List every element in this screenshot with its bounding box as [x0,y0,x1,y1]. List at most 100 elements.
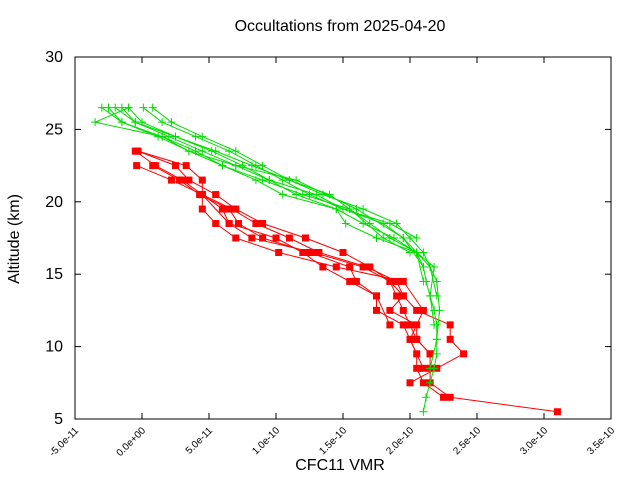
data-point [164,132,173,141]
data-point [97,103,106,112]
data-point [446,393,454,401]
data-point [426,364,435,373]
data-point [435,306,444,315]
y-tick-label: 25 [45,121,63,138]
x-tick-label: 5.0e-11 [184,425,216,457]
data-point [406,335,414,343]
data-point [440,393,447,401]
data-point [379,234,388,242]
y-tick-label: 15 [45,266,63,283]
data-point [413,306,421,314]
data-point [285,176,294,185]
data-point [131,118,140,127]
data-point [346,277,354,285]
data-point [426,262,435,271]
data-point [406,234,414,242]
data-point [413,364,421,372]
data-point [259,220,267,228]
data-point [275,248,283,256]
green-series-8 [117,103,439,329]
data-point [158,118,167,127]
data-point [413,335,421,343]
data-point [310,248,318,256]
series-line [108,107,424,282]
data-point [359,205,368,214]
data-point [446,321,454,329]
data-point [399,234,408,242]
data-point [225,220,233,228]
data-point [198,191,206,199]
data-point [285,234,293,242]
data-point [419,364,427,372]
data-point [234,220,242,228]
data-point [553,408,561,416]
data-point [392,219,401,228]
data-point [259,234,267,242]
data-point [133,162,141,170]
data-point [184,147,193,156]
chart-title: Occultations from 2025-04-20 [235,18,446,35]
data-point [232,234,240,242]
green-series-13 [91,103,428,271]
data-point [225,205,233,213]
series-line [142,107,438,412]
y-tick-label: 5 [54,411,63,428]
data-point [278,190,287,199]
data-point [386,321,394,329]
data-point [218,205,226,213]
data-point [363,263,371,271]
data-point [339,248,347,256]
data-point [406,248,414,257]
data-point [301,234,309,242]
data-point [406,379,414,387]
y-tick-label: 20 [45,194,63,211]
data-point [373,306,380,314]
data-point [432,291,441,300]
data-point [167,176,175,184]
x-tick-label: 1.0e-10 [250,425,282,457]
data-point [352,277,360,285]
data-point [158,132,167,141]
data-point [212,220,220,228]
data-point [299,248,307,256]
data-point [432,335,441,344]
series-line [201,194,391,326]
data-point [182,162,190,170]
data-point [258,161,267,170]
data-point [252,220,260,228]
data-point [198,205,206,213]
plot-frame [74,56,612,420]
data-point [117,118,126,127]
data-point [176,176,184,184]
y-tick-label: 10 [45,339,63,356]
data-point [372,234,381,242]
data-point [426,378,435,387]
data-point [292,176,301,185]
data-point [426,291,435,300]
data-point [430,320,439,329]
data-point [231,161,240,170]
series-line [101,107,411,253]
data-point [248,234,256,242]
data-point [319,263,327,271]
data-point [305,190,314,199]
data-point [332,205,341,214]
data-point [399,292,407,300]
data-point [359,263,367,271]
data-point [212,191,220,199]
data-point [412,234,421,242]
green-series-10 [124,103,441,300]
data-point [185,176,193,184]
data-point [298,190,307,199]
data-point [134,147,142,155]
data-point [139,103,148,112]
green-series-9 [104,103,428,286]
data-point [426,350,434,358]
data-point [346,263,354,271]
data-point [345,205,354,214]
data-point [167,118,176,127]
y-axis-label: Altitude (km) [6,194,23,284]
data-point [412,248,421,257]
